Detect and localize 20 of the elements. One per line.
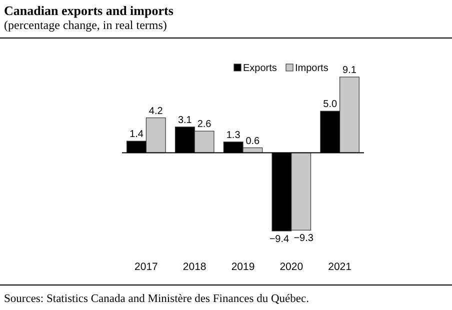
chart-title: Canadian exports and imports: [4, 3, 174, 18]
x-tick-label: 2017: [134, 261, 158, 273]
data-label: −9.4: [269, 234, 290, 245]
data-label: −9.3: [294, 233, 314, 244]
x-tick-label: 2019: [231, 261, 255, 273]
data-label: 3.1: [178, 114, 192, 126]
data-label: 2.6: [197, 119, 212, 130]
x-tick-label: 2021: [328, 261, 352, 273]
x-tick-label: 2018: [182, 261, 206, 273]
legend-label: Imports: [295, 63, 328, 74]
data-label: 1.3: [226, 130, 241, 141]
data-label: 4.2: [148, 106, 164, 117]
data-label: 1.4: [130, 129, 144, 140]
source-note: Sources: Statistics Canada and Ministère des Finances du Québec.: [4, 293, 310, 305]
legend-label: Exports: [243, 63, 277, 74]
chart-subtitle: (percentage change, in real terms): [4, 18, 167, 32]
data-label: 9.1: [342, 65, 357, 76]
x-tick-label: 2020: [280, 261, 304, 273]
data-label: 5.0: [323, 99, 338, 110]
data-label: 0.6: [246, 136, 260, 147]
